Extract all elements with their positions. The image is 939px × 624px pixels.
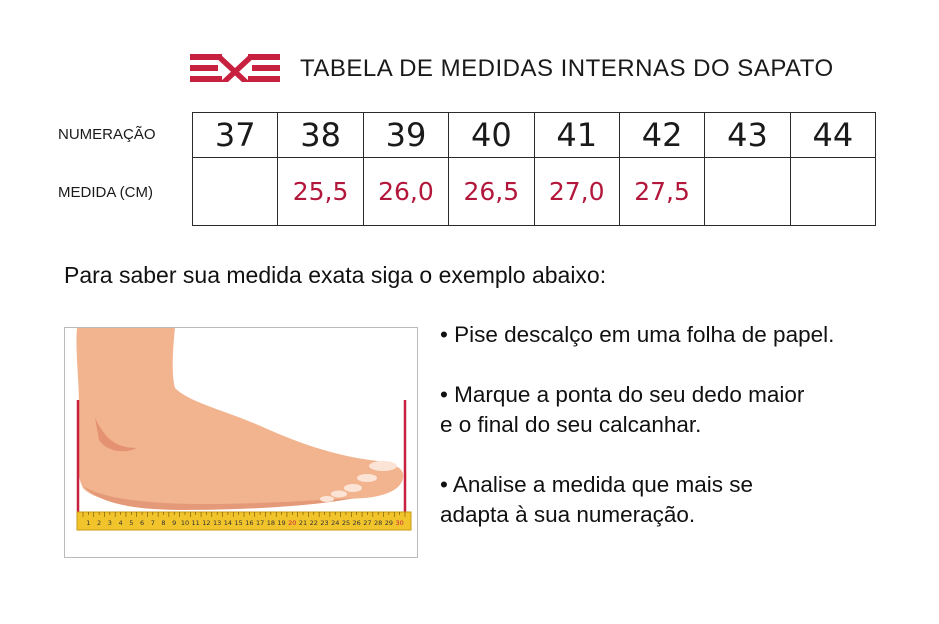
step-3-line-1: • Analise a medida que mais se [440, 472, 754, 497]
instructions-intro: Para saber sua medida exata siga o exemp… [64, 262, 607, 288]
instruction-steps: • Pise descalço em uma folha de papel. •… [440, 320, 910, 560]
ruler-number: 29 [385, 519, 393, 527]
ruler-number: 6 [140, 519, 144, 527]
ruler-number: 1 [86, 519, 90, 527]
ruler-number: 16 [245, 519, 253, 527]
ruler-number: 19 [277, 519, 285, 527]
size-table: 37 38 39 40 41 42 43 44 25,5 26,0 26,5 2… [191, 111, 877, 226]
ruler-number: 4 [118, 519, 122, 527]
size-cell: 41 [533, 111, 620, 159]
size-cell: 43 [704, 111, 791, 159]
ruler-number: 9 [172, 519, 176, 527]
size-cell: 39 [362, 111, 450, 159]
ruler-number: 13 [213, 519, 221, 527]
ruler-number: 5 [129, 519, 133, 527]
measure-cell: 27,0 [533, 157, 620, 226]
foot-on-ruler-icon: 1 2 3 4 5 6 7 8 9 10 11 12 13 14 15 16 17 18 19 20 21 22 23 24 2… [76, 328, 412, 531]
ruler-number: 26 [353, 519, 361, 527]
ruler-number: 21 [299, 519, 307, 527]
ruler-number: 27 [363, 519, 371, 527]
step-3: • Analise a medida que mais se adapta à … [440, 470, 910, 530]
ruler-number: 10 [181, 519, 189, 527]
ruler-number: 11 [192, 519, 200, 527]
measure-cell: 27,5 [618, 157, 706, 226]
ruler-number: 14 [224, 519, 232, 527]
row-label-medida: MEDIDA (CM) [58, 184, 153, 201]
page-title: TABELA DE MEDIDAS INTERNAS DO SAPATO [300, 55, 834, 82]
ruler-number: 15 [234, 519, 242, 527]
step-1-line-1: • Pise descalço em uma folha de papel. [440, 322, 835, 347]
step-1: • Pise descalço em uma folha de papel. [440, 320, 910, 350]
size-cell: 42 [618, 111, 706, 159]
measure-cell: 25,5 [277, 157, 364, 226]
ruler-number: 23 [320, 519, 328, 527]
sizes-row: 37 38 39 40 41 42 43 44 [191, 111, 877, 159]
ruler-number: 22 [310, 519, 318, 527]
ruler-number: 30 [395, 519, 403, 527]
brand-logo-icon [190, 54, 280, 82]
ruler-number: 7 [151, 519, 155, 527]
measures-row: 25,5 26,0 26,5 27,0 27,5 [191, 157, 877, 226]
step-2-line-1: • Marque a ponta do seu dedo maior [440, 382, 805, 407]
foot-illustration: 1 2 3 4 5 6 7 8 9 10 11 12 13 14 15 16 17 18 19 20 21 22 23 24 2… [64, 327, 418, 558]
ruler-number: 20 [288, 519, 296, 527]
ruler-number: 28 [374, 519, 382, 527]
ruler-number: 17 [256, 519, 264, 527]
step-2: • Marque a ponta do seu dedo maior e o f… [440, 380, 910, 440]
measure-cell [789, 157, 877, 226]
ruler-number: 25 [342, 519, 350, 527]
measure-cell: 26,0 [362, 157, 450, 226]
measure-cell [191, 157, 279, 226]
ruler-number: 3 [108, 519, 112, 527]
size-cell: 38 [277, 111, 364, 159]
ruler-number: 24 [331, 519, 339, 527]
row-label-numeracao: NUMERAÇÃO [58, 126, 156, 143]
ruler-number: 12 [202, 519, 210, 527]
size-cell: 37 [191, 111, 279, 159]
step-2-line-2: e o final do seu calcanhar. [440, 412, 702, 437]
ruler-number: 2 [97, 519, 101, 527]
size-cell: 40 [448, 111, 535, 159]
ruler-number: 8 [161, 519, 165, 527]
measure-cell: 26,5 [448, 157, 535, 226]
step-3-line-2: adapta à sua numeração. [440, 502, 696, 527]
size-cell: 44 [789, 111, 877, 159]
measure-cell [704, 157, 791, 226]
ruler-number: 18 [267, 519, 275, 527]
